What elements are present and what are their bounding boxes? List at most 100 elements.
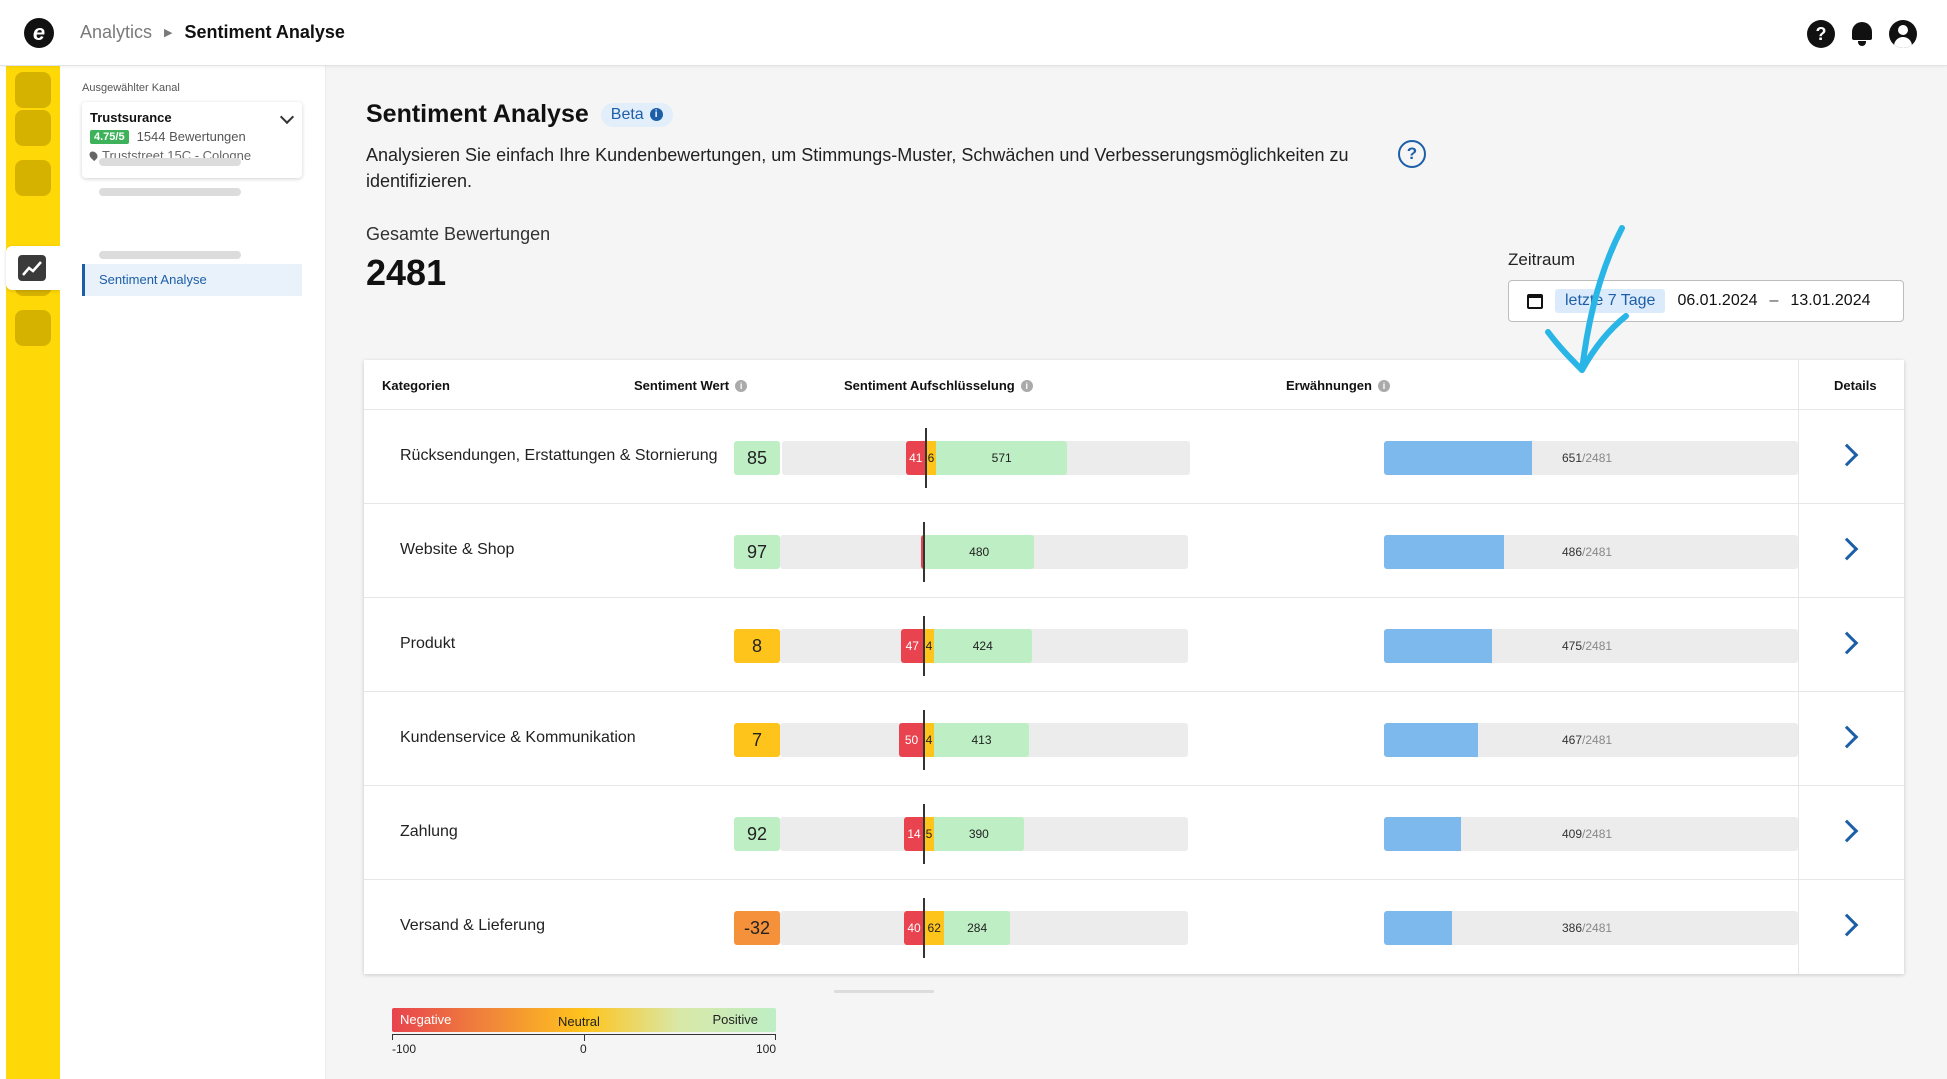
table-row[interactable]: Zahlung 92 14 5 390 409/2481: [364, 786, 1904, 880]
sentiment-table: Kategorien Sentiment Wert i Sentiment Auf…: [364, 360, 1904, 974]
mentions-bar: 651/2481: [1384, 441, 1798, 475]
positive-segment: 390: [934, 817, 1024, 851]
user-icon[interactable]: [1889, 20, 1917, 48]
table-row[interactable]: Kundenservice & Kommunikation 7 50 4 413 467/…: [364, 692, 1904, 786]
mentions-total: /2481: [1582, 827, 1613, 841]
analytics-chart-icon: [18, 255, 46, 281]
main-content: Sentiment Analyse Beta i Analysieren Sie…: [326, 66, 1947, 1079]
table-row[interactable]: Produkt 8 47 4 424 475/2481: [364, 598, 1904, 692]
positive-segment: 480: [924, 535, 1035, 569]
nav-rail-analytics[interactable]: [6, 246, 60, 290]
sentiment-score-badge: 85: [734, 441, 780, 475]
bell-icon[interactable]: [1849, 20, 1875, 46]
chevron-right-icon[interactable]: [1835, 819, 1859, 843]
table-row[interactable]: Rücksendungen, Erstattungen & Stornierun…: [364, 410, 1904, 504]
top-icons: ?: [1807, 20, 1917, 48]
calendar-icon: [1527, 293, 1543, 309]
sentiment-breakdown-bar: 40 62 284: [780, 911, 1188, 945]
sentiment-score-badge: 97: [734, 535, 780, 569]
app-logo-icon[interactable]: e: [24, 18, 54, 48]
page-title: Sentiment Analyse Beta i: [366, 100, 673, 129]
sentiment-breakdown-bar: 480: [780, 535, 1188, 569]
breadcrumb: Analytics ▶ Sentiment Analyse: [80, 22, 345, 43]
nav-rail-button-6[interactable]: [15, 310, 51, 346]
info-icon[interactable]: i: [735, 379, 748, 392]
help-circle-icon[interactable]: ?: [1398, 140, 1426, 168]
neutral-segment: 4: [924, 723, 934, 757]
legend-axis: [392, 1034, 776, 1041]
sentiment-breakdown-bar: 47 4 424: [780, 629, 1188, 663]
legend-gradient-bar: Negative Neutral Positive: [392, 1008, 776, 1032]
mentions-total: /2481: [1582, 451, 1613, 465]
negative-segment: 40: [904, 911, 924, 945]
breadcrumb-current: Sentiment Analyse: [184, 22, 345, 42]
channel-rating-row: 4.75/5 1544 Bewertungen: [90, 129, 294, 144]
legend-ticks: -100 0 100: [392, 1040, 776, 1056]
mentions-value: 386: [1562, 921, 1583, 935]
category-name: Rücksendungen, Erstattungen & Stornierun…: [400, 447, 718, 464]
horizontal-scrollbar[interactable]: [834, 990, 934, 993]
zero-line: [925, 428, 927, 488]
sidebar-item-placeholder[interactable]: [99, 188, 241, 196]
chevron-right-icon[interactable]: [1835, 443, 1859, 467]
chevron-right-icon[interactable]: [1835, 537, 1859, 561]
mentions-value: 467: [1562, 733, 1583, 747]
help-icon[interactable]: ?: [1807, 20, 1835, 48]
mentions-value: 486: [1562, 545, 1583, 559]
sidebar-item-sentiment-analyse[interactable]: Sentiment Analyse: [82, 264, 302, 296]
mentions-value: 409: [1562, 827, 1583, 841]
nav-rail-button-3[interactable]: [15, 160, 51, 196]
mentions-count: 409/2481: [1562, 827, 1612, 841]
chevron-right-icon[interactable]: [1835, 913, 1859, 937]
legend-neutral: Neutral: [558, 1014, 600, 1029]
zero-line: [923, 522, 925, 582]
sidebar-item-placeholder[interactable]: [99, 251, 241, 259]
channel-selector[interactable]: Trustsurance 4.75/5 1544 Bewertungen Tru…: [82, 102, 302, 178]
sentiment-breakdown-bar: 50 4 413: [780, 723, 1188, 757]
sentiment-score-badge: 7: [734, 723, 780, 757]
neutral-segment: 4: [924, 629, 934, 663]
neutral-segment: 6: [926, 441, 936, 475]
page-title-text: Sentiment Analyse: [366, 100, 589, 128]
mentions-fill: [1384, 911, 1452, 945]
table-row[interactable]: Versand & Lieferung -32 40 62 284 386/2481: [364, 880, 1904, 974]
info-icon[interactable]: i: [1377, 379, 1390, 392]
details-column-divider: [1798, 360, 1799, 974]
nav-rail-button-1[interactable]: [15, 72, 51, 108]
location-pin-icon: [87, 149, 100, 162]
beta-badge[interactable]: Beta i: [600, 102, 673, 127]
category-name: Produkt: [400, 635, 456, 652]
total-reviews-value: 2481: [366, 252, 447, 293]
chevron-right-icon[interactable]: [1835, 631, 1859, 655]
mentions-count: 486/2481: [1562, 545, 1612, 559]
date-range-picker[interactable]: letzte 7 Tage 06.01.2024 – 13.01.2024: [1508, 280, 1904, 322]
chevron-right-icon[interactable]: [1835, 725, 1859, 749]
top-bar: e Analytics ▶ Sentiment Analyse ?: [0, 0, 1947, 66]
breadcrumb-analytics[interactable]: Analytics: [80, 22, 153, 42]
mentions-total: /2481: [1582, 733, 1613, 747]
legend-min: -100: [392, 1042, 417, 1056]
nav-rail: [6, 66, 60, 1079]
zero-line: [923, 710, 925, 770]
date-range-separator: –: [1769, 292, 1779, 309]
sidebar: Ausgewählter Kanal Trustsurance 4.75/5 1…: [60, 66, 326, 1079]
rating-badge: 4.75/5: [90, 129, 129, 144]
category-name: Zahlung: [400, 823, 458, 840]
mentions-fill: [1384, 817, 1461, 851]
sentiment-breakdown-bar: 14 5 390: [780, 817, 1188, 851]
review-count: 1544 Bewertungen: [136, 129, 246, 144]
nav-rail-button-2[interactable]: [15, 110, 51, 146]
sentiment-legend: Negative Neutral Positive -100 0 100: [392, 1008, 776, 1056]
breadcrumb-separator-icon: ▶: [164, 27, 173, 39]
mentions-bar: 409/2481: [1384, 817, 1798, 851]
date-range-preset[interactable]: letzte 7 Tage: [1555, 289, 1666, 313]
info-icon[interactable]: i: [1020, 379, 1033, 392]
date-range-from: 06.01.2024: [1677, 292, 1758, 309]
negative-segment: [921, 535, 924, 569]
table-row[interactable]: Website & Shop 97 480 486/2481: [364, 504, 1904, 598]
category-name: Kundenservice & Kommunikation: [400, 729, 636, 746]
table-header: Kategorien Sentiment Wert i Sentiment Auf…: [364, 360, 1904, 410]
mentions-bar: 486/2481: [1384, 535, 1798, 569]
sidebar-item-placeholder[interactable]: [99, 158, 241, 166]
channel-name: Trustsurance: [90, 110, 172, 125]
